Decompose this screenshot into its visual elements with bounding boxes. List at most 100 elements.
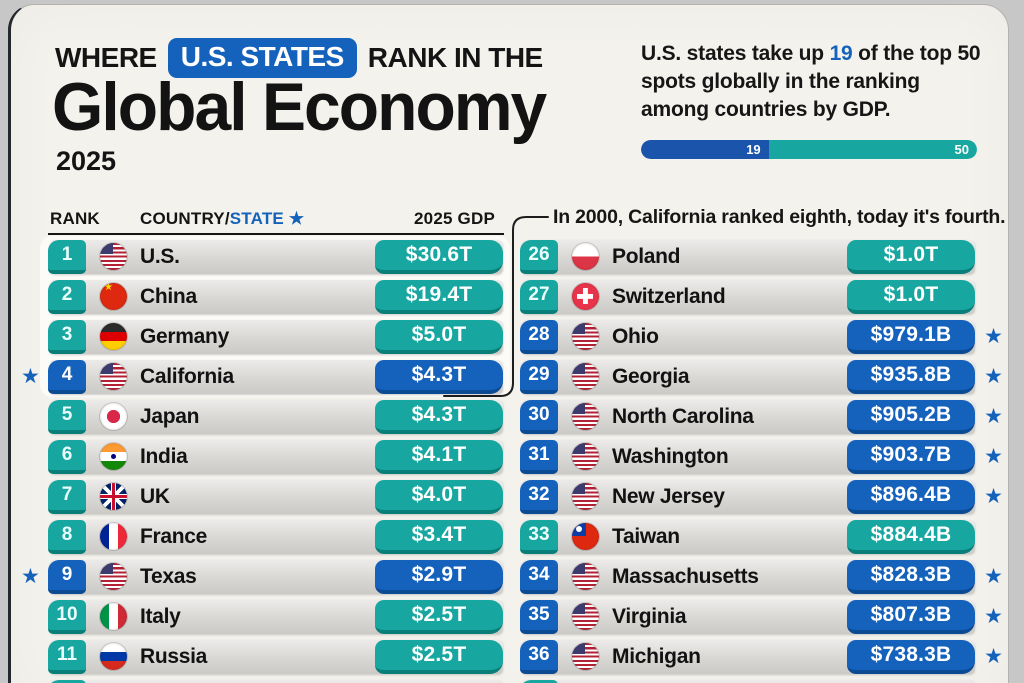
country-label: Texas bbox=[140, 565, 197, 588]
flag-us-icon bbox=[100, 363, 127, 390]
header-country: COUNTRY/ bbox=[140, 209, 230, 228]
flag-fr-icon bbox=[100, 523, 127, 550]
state-star-icon: ★ bbox=[984, 405, 1003, 428]
rank-badge: 32 bbox=[520, 480, 558, 514]
gdp-pill: $979.1B bbox=[847, 320, 975, 354]
table-row: 27 Switzerland $1.0T bbox=[520, 280, 975, 314]
kicker-line: WHERE U.S. STATES RANK IN THE bbox=[55, 38, 543, 78]
gdp-pill: $30.6T bbox=[375, 240, 503, 274]
country-label: UK bbox=[140, 485, 170, 508]
ratio-bar-value: 19 bbox=[746, 142, 761, 157]
header-country-state: COUNTRY/STATE ★ bbox=[140, 209, 304, 229]
country-label: North Carolina bbox=[612, 405, 754, 428]
rank-badge: 27 bbox=[520, 280, 558, 314]
flag-us-icon bbox=[572, 643, 599, 670]
table-row: 31 Washington $903.7B ★ bbox=[520, 440, 1003, 474]
flag-cn-icon bbox=[100, 283, 127, 310]
country-label: California bbox=[140, 365, 234, 388]
flag-ru-icon bbox=[100, 643, 127, 670]
gdp-pill: $807.3B bbox=[847, 600, 975, 634]
gdp-pill: $1.0T bbox=[847, 280, 975, 314]
table-row bbox=[520, 680, 975, 683]
gdp-pill: $2.5T bbox=[375, 640, 503, 674]
country-label: Georgia bbox=[612, 365, 690, 388]
header-state: STATE bbox=[229, 209, 284, 228]
kicker-prefix: WHERE bbox=[55, 42, 157, 73]
flag-ch-icon bbox=[572, 283, 599, 310]
country-label: France bbox=[140, 525, 208, 548]
rank-badge: 31 bbox=[520, 440, 558, 474]
header-gdp: 2025 GDP bbox=[414, 209, 495, 228]
state-star-icon: ★ bbox=[21, 365, 40, 388]
gdp-pill: $905.2B bbox=[847, 400, 975, 434]
state-star-icon: ★ bbox=[984, 325, 1003, 348]
country-label: Italy bbox=[140, 605, 181, 628]
flag-it-icon bbox=[100, 603, 127, 630]
gdp-pill: $4.0T bbox=[375, 480, 503, 514]
gdp-pill: $5.0T bbox=[375, 320, 503, 354]
table-row: 5 Japan $4.3T bbox=[48, 400, 503, 434]
gdp-pill: $3.4T bbox=[375, 520, 503, 554]
gdp-pill: $884.4B bbox=[847, 520, 975, 554]
ranking-column-left: 1 U.S. $30.6T 2 China $19.4T 3 Germany $5.0T 4 Cal… bbox=[21, 240, 503, 683]
table-row: 2 China $19.4T bbox=[48, 280, 503, 314]
flag-us-icon bbox=[100, 563, 127, 590]
row-track bbox=[522, 680, 975, 683]
flag-us-icon bbox=[572, 403, 599, 430]
state-star-icon: ★ bbox=[984, 365, 1003, 388]
table-row: 3 Germany $5.0T bbox=[48, 320, 503, 354]
table-row: 10 Italy $2.5T bbox=[48, 600, 503, 634]
gdp-pill: $903.7B bbox=[847, 440, 975, 474]
gdp-pill: $935.8B bbox=[847, 360, 975, 394]
table-row: 9 Texas $2.9T ★ bbox=[21, 560, 503, 594]
rank-badge: 33 bbox=[520, 520, 558, 554]
gdp-pill: $738.3B bbox=[847, 640, 975, 674]
country-label: Poland bbox=[612, 245, 681, 268]
table-row: 6 India $4.1T bbox=[48, 440, 503, 474]
state-star-icon: ★ bbox=[984, 485, 1003, 508]
flag-us-icon bbox=[572, 483, 599, 510]
country-label: Japan bbox=[140, 405, 200, 428]
flag-us-icon bbox=[572, 363, 599, 390]
country-label: Germany bbox=[140, 325, 229, 348]
ratio-bar: 19 50 bbox=[641, 140, 977, 159]
country-label: Taiwan bbox=[612, 525, 680, 548]
rank-badge bbox=[48, 680, 86, 683]
country-label: Switzerland bbox=[612, 285, 726, 308]
flag-us-icon bbox=[572, 323, 599, 350]
table-row: 8 France $3.4T bbox=[48, 520, 503, 554]
kicker-suffix: RANK IN THE bbox=[367, 42, 543, 73]
gdp-pill: $4.1T bbox=[375, 440, 503, 474]
table-row: 1 U.S. $30.6T bbox=[48, 240, 503, 274]
rank-badge: 28 bbox=[520, 320, 558, 354]
gdp-pill: $2.5T bbox=[375, 600, 503, 634]
country-label: Massachusetts bbox=[612, 565, 759, 588]
gdp-pill: $4.3T bbox=[375, 400, 503, 434]
country-label: Washington bbox=[612, 445, 729, 468]
rank-badge: 35 bbox=[520, 600, 558, 634]
ratio-bar-total-segment: 50 bbox=[768, 140, 977, 159]
note-prefix: U.S. states take up bbox=[641, 42, 830, 65]
flag-tw-icon bbox=[572, 523, 599, 550]
flag-us-icon bbox=[572, 563, 599, 590]
table-row: 33 Taiwan $884.4B bbox=[520, 520, 975, 554]
ratio-bar-total: 50 bbox=[954, 142, 969, 157]
country-label: India bbox=[140, 445, 188, 468]
page-title: Global Economy bbox=[52, 69, 547, 145]
gdp-pill: $2.9T bbox=[375, 560, 503, 594]
table-row: 34 Massachusetts $828.3B ★ bbox=[520, 560, 1003, 594]
table-row: 35 Virginia $807.3B ★ bbox=[520, 600, 1003, 634]
rank-badge: 36 bbox=[520, 640, 558, 674]
rank-badge: 7 bbox=[48, 480, 86, 514]
flag-de-icon bbox=[100, 323, 127, 350]
table-row: 36 Michigan $738.3B ★ bbox=[520, 640, 1003, 674]
country-label: New Jersey bbox=[612, 485, 725, 508]
flag-us-icon bbox=[100, 243, 127, 270]
header-rank: RANK bbox=[50, 209, 100, 228]
rank-badge: 2 bbox=[48, 280, 86, 314]
state-star-icon: ★ bbox=[984, 565, 1003, 588]
rank-badge: 4 bbox=[48, 360, 86, 394]
table-row: 11 Russia $2.5T bbox=[48, 640, 503, 674]
country-label: Ohio bbox=[612, 325, 659, 348]
gdp-pill: $1.0T bbox=[847, 240, 975, 274]
